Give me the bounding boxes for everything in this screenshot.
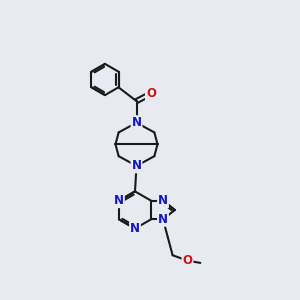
Text: O: O: [182, 254, 193, 267]
Text: N: N: [158, 213, 168, 226]
Text: O: O: [146, 87, 156, 100]
Text: N: N: [131, 159, 142, 172]
Text: N: N: [114, 194, 124, 207]
Text: N: N: [130, 222, 140, 235]
Text: N: N: [131, 116, 142, 129]
Text: N: N: [158, 194, 168, 207]
